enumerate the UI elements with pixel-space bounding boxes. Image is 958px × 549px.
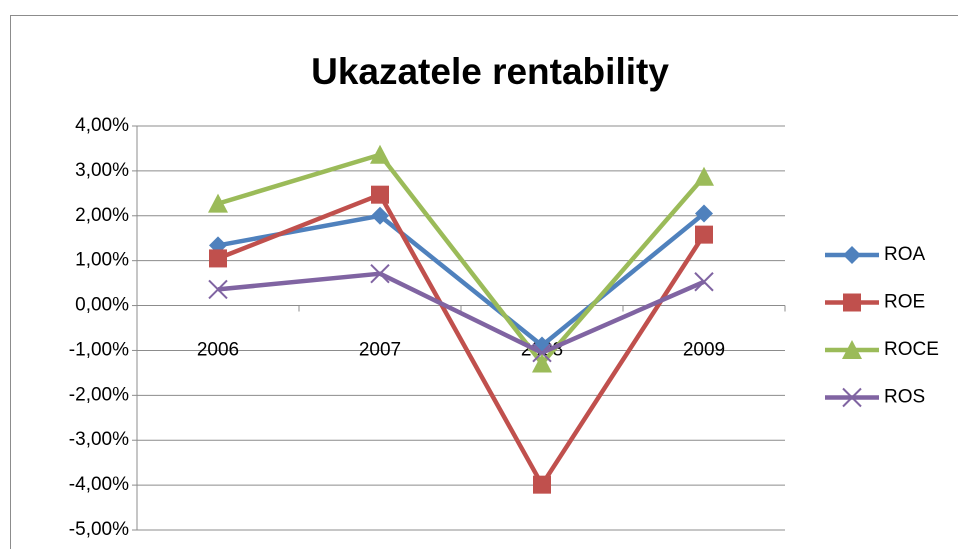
marker [842,340,862,359]
marker [532,353,552,373]
marker [843,246,861,264]
y-tick-label: -3,00% [69,429,129,450]
marker [842,387,862,408]
marker [533,475,551,494]
series-line [217,271,705,355]
marker [209,249,227,268]
marker [370,263,390,284]
x-tick-label: 2009 [683,340,725,361]
legend-label: ROCE [884,339,939,360]
y-tick-label: 4,00% [75,115,129,136]
marker [533,336,551,355]
marker [371,185,389,204]
legend-label: ROA [884,244,926,265]
y-tick-label: -1,00% [69,339,129,360]
legend-label: ROS [884,387,925,408]
y-tick-label: -4,00% [69,474,129,495]
marker [208,193,228,213]
marker [843,293,861,312]
marker [695,204,713,223]
legend-label: ROE [884,292,925,313]
series-line [217,152,706,366]
marker [370,144,390,164]
y-tick-label: 1,00% [75,250,129,271]
y-tick-label: -2,00% [69,384,129,405]
series-line [217,211,706,348]
marker [208,279,228,300]
series-line [217,192,706,487]
y-tick-label: 3,00% [75,160,129,181]
marker [371,206,389,225]
marker [694,166,714,186]
y-tick-label: 0,00% [75,295,129,316]
x-tick-label: 2006 [197,340,239,361]
chart-title: Ukazatele rentability [311,51,669,92]
marker [532,342,552,363]
y-tick-label: 2,00% [75,205,129,226]
chart-frame [10,15,958,549]
marker [694,272,714,292]
y-tick-label: -5,00% [69,519,129,540]
marker [695,225,713,244]
x-tick-label: 2007 [359,340,401,361]
